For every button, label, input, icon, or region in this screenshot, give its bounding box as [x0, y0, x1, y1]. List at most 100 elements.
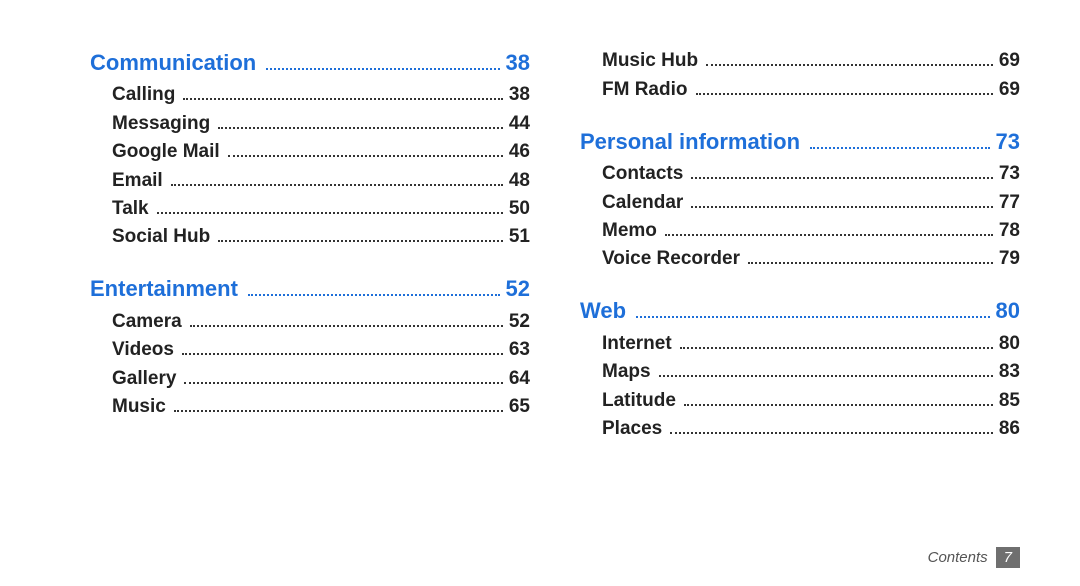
dot-leader — [218, 226, 503, 242]
item-title: Talk — [90, 198, 149, 220]
item-title: Messaging — [90, 113, 210, 135]
item-row[interactable]: Contacts 73 — [580, 163, 1020, 185]
item-title: Google Mail — [90, 141, 220, 163]
footer-label: Contents — [928, 549, 988, 566]
item-title: Maps — [580, 361, 651, 383]
item-title: Places — [580, 418, 662, 440]
section-row[interactable]: Web 80 — [580, 298, 1020, 324]
dot-leader — [171, 169, 503, 185]
item-page: 44 — [509, 113, 530, 135]
item-row[interactable]: Videos 63 — [90, 339, 530, 361]
item-title: Latitude — [580, 390, 676, 412]
dot-leader — [218, 112, 503, 128]
right-column: Music Hub 69 FM Radio 69 Personal inform… — [580, 50, 1020, 566]
item-row[interactable]: Gallery 64 — [90, 367, 530, 389]
item-title: Music Hub — [580, 50, 698, 72]
item-page: 80 — [999, 333, 1020, 355]
spacer — [580, 107, 1020, 129]
item-page: 64 — [509, 368, 530, 390]
dot-leader — [748, 248, 993, 264]
dot-leader — [706, 50, 993, 66]
item-page: 52 — [509, 311, 530, 333]
section-row[interactable]: Communication 38 — [90, 50, 530, 76]
item-row[interactable]: Memo 78 — [580, 220, 1020, 242]
item-page: 73 — [999, 163, 1020, 185]
item-row[interactable]: Music Hub 69 — [580, 50, 1020, 72]
section-row[interactable]: Personal information 73 — [580, 129, 1020, 155]
item-row[interactable]: Places 86 — [580, 418, 1020, 440]
item-page: 83 — [999, 361, 1020, 383]
toc-page: Communication 38 Calling 38 Messaging 44… — [0, 0, 1080, 586]
item-title: Videos — [90, 339, 174, 361]
item-page: 78 — [999, 220, 1020, 242]
item-page: 77 — [999, 192, 1020, 214]
item-row[interactable]: Camera 52 — [90, 310, 530, 332]
item-row[interactable]: Social Hub 51 — [90, 226, 530, 248]
item-row[interactable]: Google Mail 46 — [90, 141, 530, 163]
item-row[interactable]: FM Radio 69 — [580, 78, 1020, 100]
dot-leader — [691, 163, 993, 179]
item-title: Music — [90, 396, 166, 418]
item-title: Calendar — [580, 192, 683, 214]
section-page: 73 — [996, 129, 1020, 155]
item-page: 79 — [999, 248, 1020, 270]
dot-leader — [182, 339, 503, 355]
page-number-badge: 7 — [996, 547, 1020, 568]
spacer — [580, 276, 1020, 298]
item-page: 48 — [509, 170, 530, 192]
item-page: 46 — [509, 141, 530, 163]
section-title: Entertainment — [90, 276, 238, 302]
item-row[interactable]: Email 48 — [90, 169, 530, 191]
item-page: 50 — [509, 198, 530, 220]
dot-leader — [691, 191, 993, 207]
dot-leader — [696, 78, 993, 94]
item-row[interactable]: Latitude 85 — [580, 389, 1020, 411]
item-row[interactable]: Talk 50 — [90, 198, 530, 220]
section-page: 38 — [506, 50, 530, 76]
dot-leader — [810, 132, 989, 148]
dot-leader — [248, 280, 500, 296]
section-title: Personal information — [580, 129, 800, 155]
item-row[interactable]: Music 65 — [90, 396, 530, 418]
dot-leader — [680, 332, 993, 348]
section-title: Web — [580, 298, 626, 324]
item-row[interactable]: Calling 38 — [90, 84, 530, 106]
dot-leader — [174, 396, 503, 412]
dot-leader — [190, 310, 503, 326]
left-column: Communication 38 Calling 38 Messaging 44… — [90, 50, 530, 566]
item-page: 85 — [999, 390, 1020, 412]
page-footer: Contents 7 — [928, 547, 1020, 568]
item-title: Camera — [90, 311, 182, 333]
dot-leader — [184, 367, 502, 383]
item-title: Calling — [90, 84, 175, 106]
item-page: 63 — [509, 339, 530, 361]
item-title: Email — [90, 170, 163, 192]
item-title: Voice Recorder — [580, 248, 740, 270]
item-row[interactable]: Voice Recorder 79 — [580, 248, 1020, 270]
dot-leader — [183, 84, 503, 100]
dot-leader — [266, 54, 499, 70]
dot-leader — [228, 141, 503, 157]
item-page: 51 — [509, 226, 530, 248]
item-row[interactable]: Internet 80 — [580, 332, 1020, 354]
dot-leader — [659, 361, 993, 377]
item-title: Memo — [580, 220, 657, 242]
item-title: Internet — [580, 333, 672, 355]
item-title: Gallery — [90, 368, 176, 390]
item-title: Social Hub — [90, 226, 210, 248]
dot-leader — [636, 302, 989, 318]
item-page: 69 — [999, 79, 1020, 101]
section-row[interactable]: Entertainment 52 — [90, 276, 530, 302]
item-page: 65 — [509, 396, 530, 418]
item-row[interactable]: Messaging 44 — [90, 112, 530, 134]
item-row[interactable]: Calendar 77 — [580, 191, 1020, 213]
section-page: 52 — [506, 276, 530, 302]
item-title: Contacts — [580, 163, 683, 185]
dot-leader — [157, 198, 503, 214]
item-page: 86 — [999, 418, 1020, 440]
dot-leader — [665, 220, 993, 236]
section-title: Communication — [90, 50, 256, 76]
section-page: 80 — [996, 298, 1020, 324]
dot-leader — [684, 389, 993, 405]
item-row[interactable]: Maps 83 — [580, 361, 1020, 383]
